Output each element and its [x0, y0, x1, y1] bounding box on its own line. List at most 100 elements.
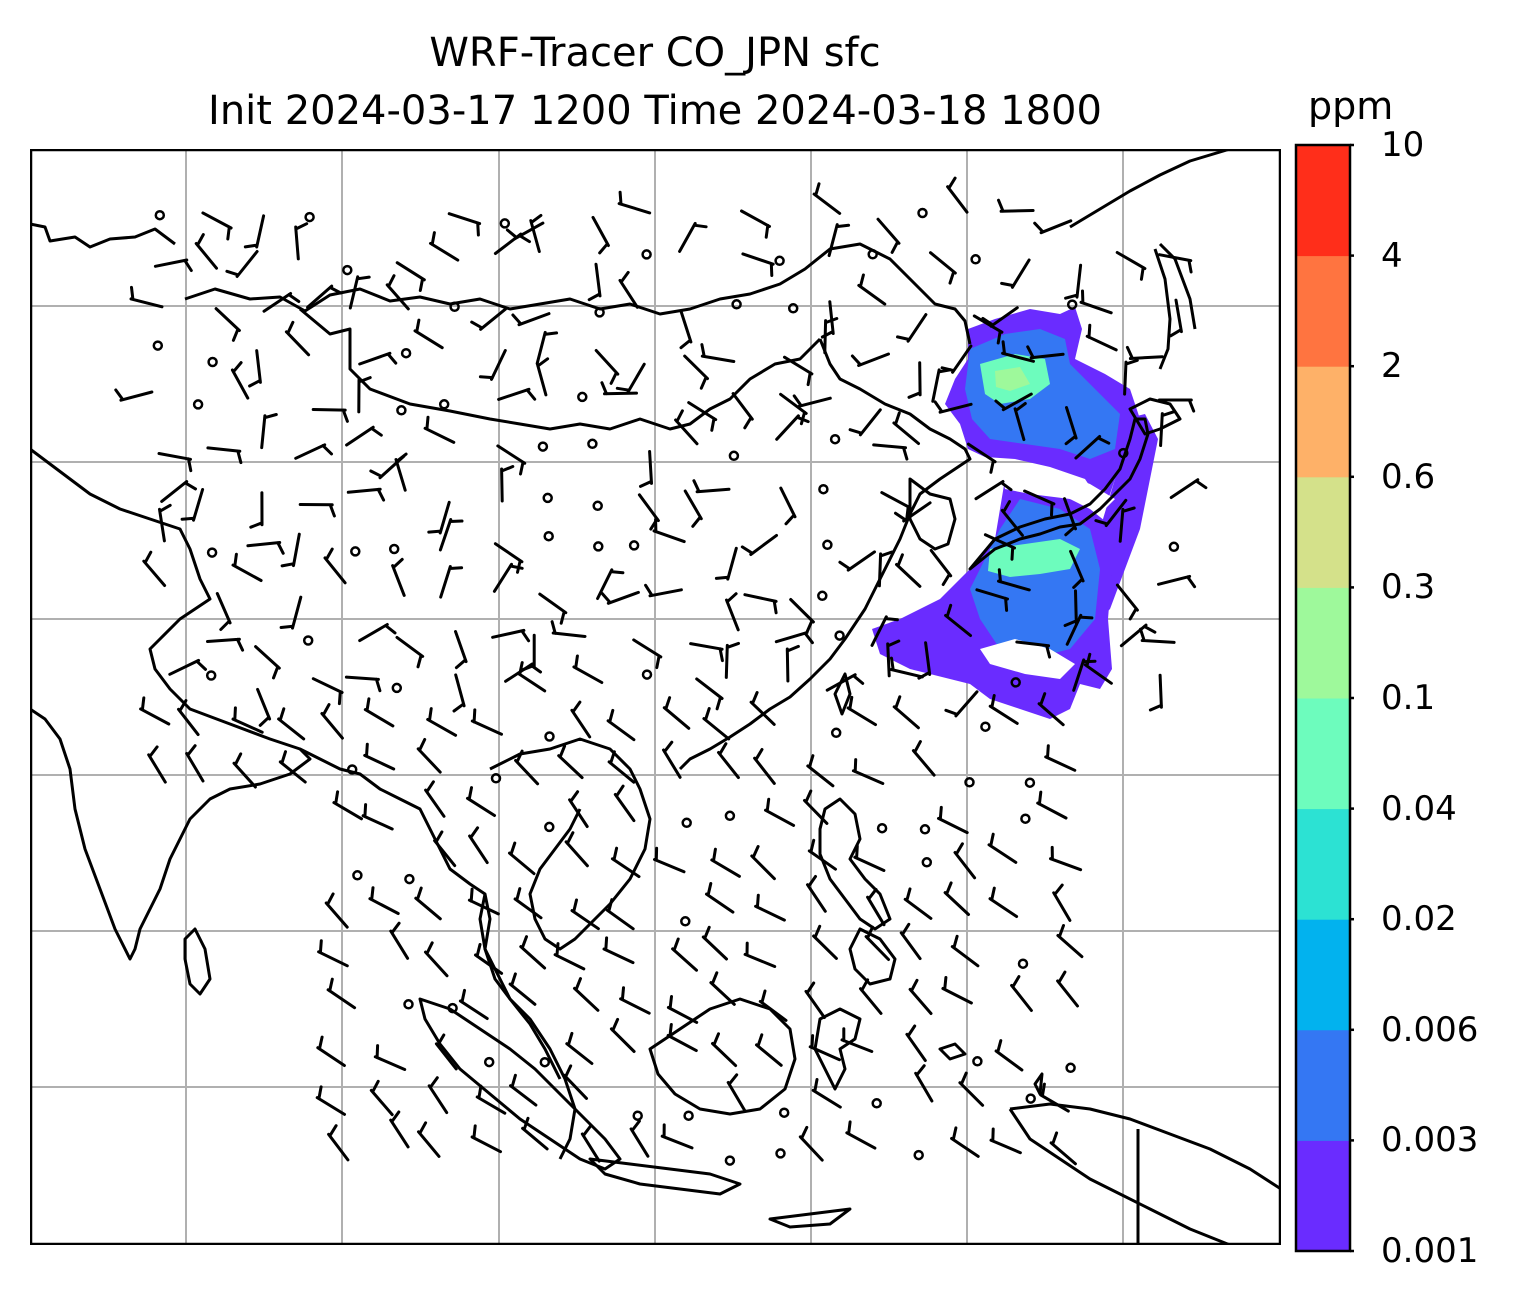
wind-barb	[426, 707, 458, 737]
wind-barb	[346, 487, 386, 502]
map-panel	[30, 149, 1281, 1245]
wind-barb	[1125, 345, 1164, 360]
wind-barb	[129, 285, 164, 309]
wind-barb	[933, 400, 973, 414]
wind-barb	[596, 568, 625, 600]
wind-barb	[966, 442, 997, 474]
wind-barb	[811, 1078, 842, 1109]
wind-barb	[345, 425, 383, 447]
wind-barb	[743, 941, 777, 968]
wind-barb	[941, 976, 973, 1005]
wind-barb	[496, 444, 527, 476]
wind-barb	[474, 943, 504, 975]
colorbar-segment	[1296, 255, 1350, 367]
calm-wind-marker	[391, 682, 403, 694]
colorbar-segment	[1296, 587, 1350, 699]
wind-barb	[605, 898, 635, 931]
calm-wind-marker	[680, 916, 691, 927]
wind-barb	[157, 452, 193, 473]
wind-barb	[1115, 583, 1139, 621]
wind-barb	[1085, 323, 1118, 352]
wind-barb	[147, 745, 167, 784]
wind-barb	[613, 784, 636, 823]
wind-barb	[792, 394, 832, 408]
wind-barb	[808, 1034, 841, 1062]
wind-barb	[311, 408, 349, 423]
calm-wind-marker	[304, 211, 315, 223]
wind-barb	[413, 318, 444, 350]
wind-barb	[1074, 435, 1111, 460]
wind-barb	[389, 921, 410, 960]
wind-barb	[153, 258, 193, 272]
wind-barb	[1159, 410, 1176, 447]
wind-barb	[1083, 652, 1113, 685]
wind-barb	[674, 409, 699, 446]
wind-barb	[944, 603, 972, 637]
wind-barb	[779, 486, 797, 526]
wind-barb	[997, 198, 1035, 213]
wind-barb	[158, 503, 172, 543]
calm-wind-marker	[1020, 813, 1031, 824]
wind-barb	[1010, 975, 1033, 1012]
wind-barb	[573, 977, 600, 1012]
wind-barb	[358, 623, 397, 643]
wind-barb	[201, 211, 233, 241]
wind-barb	[725, 592, 740, 632]
wind-barb	[363, 697, 395, 728]
wind-barb	[666, 995, 699, 1024]
wind-barb	[568, 790, 589, 828]
wind-barb	[666, 1023, 698, 1053]
wind-barb	[535, 357, 550, 397]
wind-barb	[714, 546, 738, 581]
wind-barb	[1026, 345, 1065, 360]
wind-barb	[864, 925, 890, 961]
wind-barb	[1000, 258, 1031, 289]
wind-barb	[1069, 549, 1085, 589]
wind-barb	[500, 465, 515, 503]
wind-barb	[521, 1116, 549, 1151]
wind-barb	[316, 1035, 346, 1067]
wind-barb	[600, 590, 640, 605]
wind-barb	[467, 887, 500, 916]
calm-wind-marker	[1168, 541, 1180, 553]
calm-wind-marker	[154, 209, 166, 221]
wind-barb	[160, 480, 197, 503]
wind-barb	[206, 446, 243, 465]
wind-barb	[709, 971, 736, 1006]
calm-wind-marker	[1066, 299, 1078, 310]
wind-barb	[139, 696, 171, 726]
wind-barb	[254, 645, 281, 680]
wind-barb	[619, 986, 651, 1015]
calm-wind-marker	[388, 543, 400, 555]
calm-wind-marker	[921, 857, 933, 868]
wind-barb	[683, 354, 709, 390]
wind-barb	[660, 1123, 694, 1150]
wind-barb	[389, 1110, 410, 1149]
wind-barb	[323, 547, 347, 585]
wind-barb	[416, 738, 442, 774]
wind-barb	[911, 740, 936, 777]
calm-wind-marker	[207, 356, 218, 368]
wind-barb	[433, 830, 457, 868]
wind-barb	[724, 641, 740, 679]
wind-barb	[774, 631, 814, 645]
colorbar-tick-label: 0.02	[1381, 899, 1457, 940]
wind-barb	[177, 699, 200, 737]
wind-barb	[1037, 692, 1065, 727]
wind-barb	[687, 401, 718, 432]
wind-barb	[215, 592, 232, 631]
calm-wind-marker	[352, 870, 363, 881]
calm-wind-marker	[543, 530, 554, 542]
wind-barb	[870, 615, 899, 647]
wind-barb	[1169, 298, 1183, 338]
wind-barb	[1033, 219, 1073, 235]
wind-barb	[358, 351, 398, 366]
wind-barb	[1063, 497, 1077, 537]
wind-barb	[493, 232, 531, 255]
wind-barb	[508, 841, 536, 876]
wind-barb	[740, 533, 778, 556]
wind-barb	[848, 408, 882, 437]
wind-barb	[185, 744, 205, 783]
colorbar-segment	[1296, 698, 1350, 810]
wind-barb	[905, 1024, 927, 1062]
